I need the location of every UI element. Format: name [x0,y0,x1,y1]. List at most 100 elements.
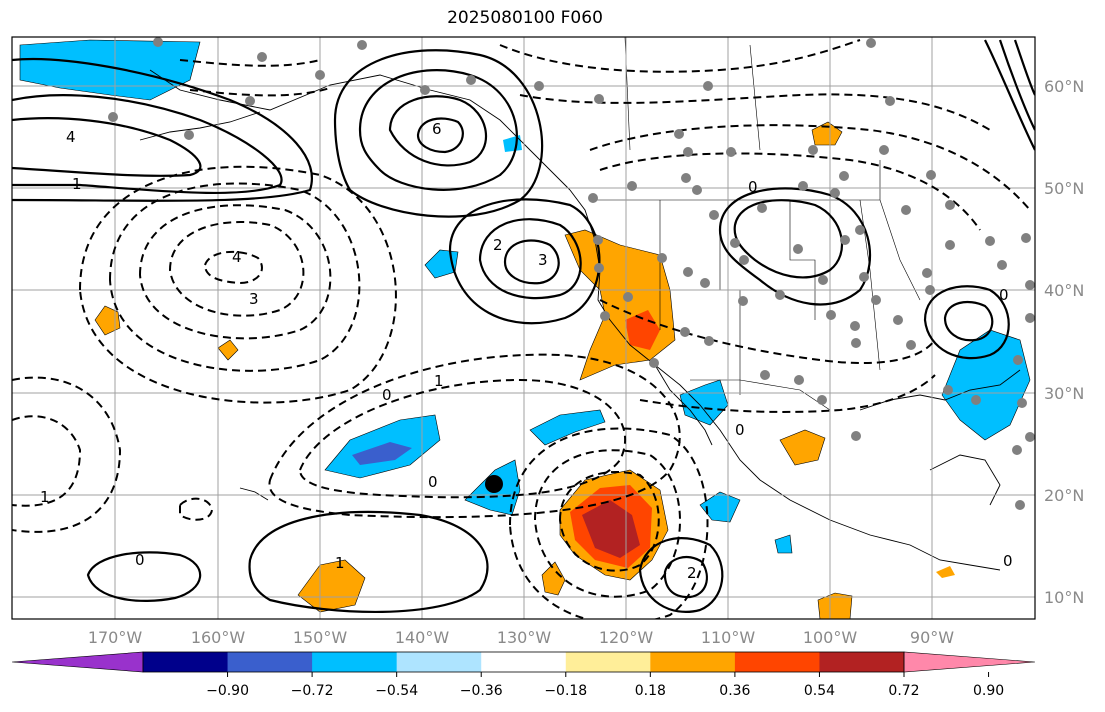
contour-south-4 [663,555,708,599]
coast-baja [654,364,713,446]
shade-darkblue-central [352,442,412,465]
contour-high-gulf-alaska-3 [416,117,464,154]
colorbar-label: −0.90 [206,683,249,699]
lon-label: 160°W [191,628,246,647]
colorbar-label: 0.18 [635,683,666,699]
coast-alaska [149,69,571,191]
svg-text:6: 6 [432,120,442,138]
svg-text:1: 1 [40,488,50,506]
colorbar-segment [227,652,313,672]
colorbar-label: 0.90 [973,683,1004,699]
negative-contours [12,39,1031,619]
positive-contours [12,39,1035,614]
contour-east-pac-1 [298,378,626,499]
colorbar-label: −0.72 [291,683,334,699]
shade-orange-east-pac [779,429,826,466]
lat-label: 20°N [1044,486,1084,505]
lon-label: 120°W [599,628,654,647]
contour-high-west-1 [12,94,283,195]
colorbar-extend-high [903,651,1036,673]
coast-yucatan [929,454,1001,506]
colorbar-label: 0.36 [719,683,750,699]
colorbar-segment [650,652,736,672]
contour-high-offshore-1 [478,218,582,300]
contour-south-1 [248,510,489,614]
lat-label: 40°N [1044,281,1084,300]
lon-label: 100°W [803,628,858,647]
svg-text:0: 0 [382,386,392,404]
contour-alaska-2 [189,87,331,97]
contour-high-west-2 [12,117,202,177]
contour-high-gulf-alaska-2 [388,95,488,167]
coast-west-us [569,189,1001,571]
svg-text:1: 1 [434,372,444,390]
contour-west-2 [12,376,122,533]
lat-label: 60°N [1044,77,1084,96]
svg-text:4: 4 [66,128,76,146]
contour-low-gulf-1 [923,285,1010,360]
contour-low-pacific-3 [108,182,361,372]
svg-text:0: 0 [428,473,438,491]
svg-text:0: 0 [135,551,145,569]
longitude-axis: 170°W 160°W 150°W 140°W 130°W 120°W 110°… [88,628,954,647]
colorbar-label: 0.54 [804,683,835,699]
contour-northeast-2 [998,39,1035,131]
contour-west-3 [179,497,214,521]
station-markers [108,37,1035,510]
coast-aleutians [139,111,261,141]
storm-position-marker [485,475,503,493]
svg-text:2: 2 [687,564,697,582]
shade-orange-pacific-2 [217,339,239,361]
colorbar-segment [143,652,229,672]
contour-alaska-1 [179,59,321,67]
shade-orange-south-2 [541,561,566,596]
map-title: 2025080100 F060 [447,8,603,28]
contour-low-pacific-5 [203,250,263,285]
contour-northeast-3 [1013,39,1035,96]
lat-label: 50°N [1044,179,1084,198]
latitude-axis: 60°N 50°N 40°N 30°N 20°N 10°N [1044,77,1084,607]
lat-label: 30°N [1044,384,1084,403]
contour-canada-1 [499,39,861,73]
lon-label: 90°W [910,628,954,647]
svg-text:0: 0 [735,421,745,439]
shaded-anomaly-areas [19,39,1031,619]
shade-orange-caribbean [817,592,853,619]
contour-low-pacific-2 [138,204,332,340]
contour-south-3 [638,537,724,613]
contour-west-1 [12,415,82,507]
lat-lon-grid [12,37,1035,619]
colorbar-segment [819,652,905,672]
shade-orange-small-carib [936,566,955,578]
colorbar-segment [481,652,567,672]
colorbar-label: −0.36 [460,683,503,699]
svg-text:1: 1 [335,554,345,572]
contour-high-plains-2 [733,199,844,279]
lon-label: 150°W [293,628,348,647]
svg-text:2: 2 [493,236,503,254]
lat-label: 10°N [1044,588,1084,607]
colorbar-outline [142,651,905,673]
colorbar-label: −0.54 [375,683,418,699]
contour-canada-2 [519,93,991,131]
svg-text:3: 3 [249,290,259,308]
svg-text:4: 4 [232,248,242,266]
shade-blue-alaska [19,39,201,101]
svg-text:3: 3 [538,251,548,269]
lon-label: 130°W [497,628,552,647]
contour-high-offshore-2 [503,239,560,285]
svg-text:1: 1 [72,175,82,193]
svg-text:0: 0 [748,178,758,196]
contour-low-gulf-2 [943,300,994,342]
colorbar: −0.90 −0.72 −0.54 −0.36 −0.18 0.18 0.36 0.54 0.7… [11,651,1036,699]
lon-label: 140°W [395,628,450,647]
contour-east-pac-2 [268,353,681,519]
borders [590,37,921,411]
colorbar-label: −0.18 [544,683,587,699]
contour-low-pacific-1 [168,221,305,317]
colorbar-segment [734,652,820,672]
lon-label: 170°W [88,628,143,647]
contour-south-2 [86,551,202,602]
lon-label: 110°W [701,628,756,647]
shade-blue-small-2 [774,534,793,554]
